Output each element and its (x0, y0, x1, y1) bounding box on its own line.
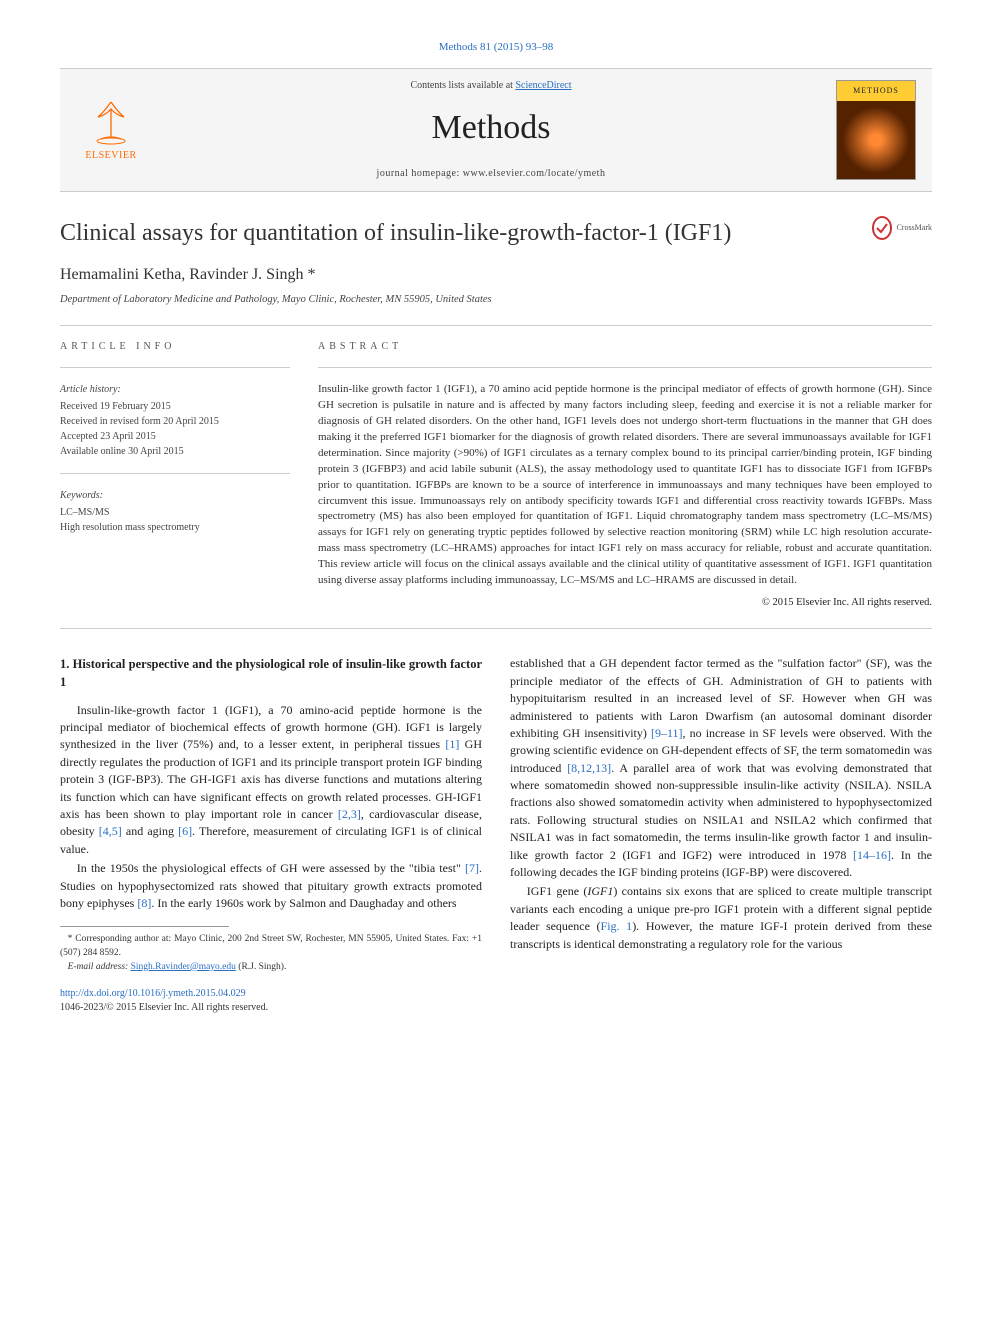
affiliation: Department of Laboratory Medicine and Pa… (60, 292, 932, 307)
ref-link[interactable]: [14–16] (853, 848, 891, 862)
footnote-label: * Corresponding author at: (68, 934, 174, 944)
cover-image (837, 101, 915, 179)
journal-cover-thumbnail: METHODS (836, 80, 916, 180)
ref-link[interactable]: [4,5] (99, 824, 122, 838)
keywords-heading: Keywords: (60, 488, 290, 503)
doi-link[interactable]: http://dx.doi.org/10.1016/j.ymeth.2015.0… (60, 987, 482, 1002)
journal-name: Methods (146, 103, 836, 152)
history-received: Received 19 February 2015 (60, 399, 290, 414)
corresponding-author-footnote: * Corresponding author at: Mayo Clinic, … (60, 933, 482, 961)
journal-homepage: journal homepage: www.elsevier.com/locat… (146, 167, 836, 182)
abstract-column: ABSTRACT Insulin-like growth factor 1 (I… (318, 340, 932, 610)
article-info-heading: ARTICLE INFO (60, 340, 290, 355)
body-paragraph: In the 1950s the physiological effects o… (60, 860, 482, 912)
elsevier-logo: ELSEVIER (76, 90, 146, 170)
ref-link[interactable]: [2,3] (338, 807, 361, 821)
crossmark-label: CrossMark (896, 222, 932, 234)
text: . In the early 1960s work by Salmon and … (151, 896, 456, 910)
author-email-link[interactable]: Singh.Ravinder@mayo.edu (131, 962, 236, 972)
journal-banner: ELSEVIER Contents lists available at Sci… (60, 68, 932, 192)
elsevier-wordmark: ELSEVIER (85, 149, 136, 164)
body-paragraph: established that a GH dependent factor t… (510, 655, 932, 881)
ref-link[interactable]: [8,12,13] (567, 761, 611, 775)
article-title: Clinical assays for quantitation of insu… (60, 216, 872, 251)
homepage-prefix: journal homepage: (377, 168, 463, 179)
body-paragraph: IGF1 gene (IGF1) contains six exons that… (510, 883, 932, 953)
keywords-block: Keywords: LC–MS/MS High resolution mass … (60, 488, 290, 535)
figure-link[interactable]: Fig. 1 (601, 919, 633, 933)
elsevier-tree-icon (86, 97, 136, 147)
citation-meta: Methods 81 (2015) 93–98 (60, 40, 932, 56)
contents-prefix: Contents lists available at (410, 80, 515, 91)
ref-link[interactable]: [6] (178, 824, 192, 838)
left-column: 1. Historical perspective and the physio… (60, 655, 482, 1015)
ref-link[interactable]: [8] (137, 896, 151, 910)
history-accepted: Accepted 23 April 2015 (60, 429, 290, 444)
footnote-divider (60, 926, 229, 927)
text: and aging (122, 824, 178, 838)
text: IGF1 gene ( (527, 884, 588, 898)
keyword: LC–MS/MS (60, 505, 290, 520)
history-online: Available online 30 April 2015 (60, 444, 290, 459)
email-label: E-mail address: (68, 962, 131, 972)
history-revised: Received in revised form 20 April 2015 (60, 414, 290, 429)
gene-name: IGF1 (587, 884, 613, 898)
abstract-text: Insulin-like growth factor 1 (IGF1), a 7… (318, 382, 932, 589)
contents-available: Contents lists available at ScienceDirec… (146, 79, 836, 94)
divider (60, 325, 932, 326)
issn-copyright: 1046-2023/© 2015 Elsevier Inc. All right… (60, 1001, 482, 1016)
section-1-heading: 1. Historical perspective and the physio… (60, 655, 482, 691)
text: . A parallel area of work that was evolv… (510, 761, 932, 862)
keyword: High resolution mass spectrometry (60, 520, 290, 535)
sciencedirect-link[interactable]: ScienceDirect (515, 80, 571, 91)
crossmark-badge[interactable]: CrossMark (872, 216, 932, 240)
email-suffix: (R.J. Singh). (236, 962, 286, 972)
abstract-copyright: © 2015 Elsevier Inc. All rights reserved… (318, 595, 932, 610)
article-history: Article history: Received 19 February 20… (60, 382, 290, 459)
crossmark-icon (872, 216, 892, 240)
authors: Hemamalini Ketha, Ravinder J. Singh * (60, 263, 932, 286)
text: Insulin-like-growth factor 1 (IGF1), a 7… (60, 703, 482, 752)
abstract-heading: ABSTRACT (318, 340, 932, 355)
body-paragraph: Insulin-like-growth factor 1 (IGF1), a 7… (60, 702, 482, 859)
article-info-column: ARTICLE INFO Article history: Received 1… (60, 340, 290, 610)
ref-link[interactable]: [7] (465, 861, 479, 875)
ref-link[interactable]: [9–11] (651, 726, 683, 740)
history-heading: Article history: (60, 382, 290, 397)
cover-title: METHODS (837, 81, 915, 101)
homepage-url: www.elsevier.com/locate/ymeth (463, 168, 606, 179)
right-column: established that a GH dependent factor t… (510, 655, 932, 1015)
email-footnote: E-mail address: Singh.Ravinder@mayo.edu … (60, 961, 482, 975)
ref-link[interactable]: [1] (445, 737, 459, 751)
text: In the 1950s the physiological effects o… (77, 861, 465, 875)
